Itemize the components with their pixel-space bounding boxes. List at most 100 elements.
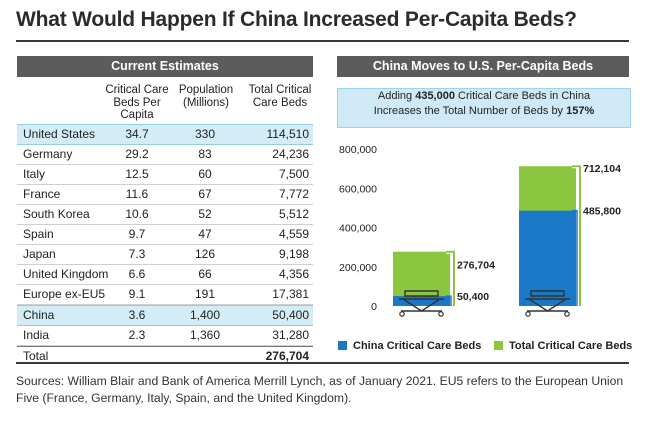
- total-beds-cell: 9,198: [278, 247, 309, 261]
- total-label: Total: [23, 349, 49, 363]
- label-bracket-total-line-1: [446, 250, 455, 306]
- per-capita-cell: 9.7: [128, 227, 146, 241]
- per-capita-cell: 29.2: [125, 147, 149, 161]
- y-tick-label: 0: [371, 301, 377, 313]
- legend-swatch-total: [494, 341, 503, 350]
- per-capita-cell: 6.6: [128, 267, 146, 281]
- source-note: Sources: William Blair and Bank of Ameri…: [16, 374, 624, 405]
- total-beds-cell: 4,559: [278, 227, 309, 241]
- y-tick-label: 400,000: [339, 223, 377, 235]
- country-cell: Europe ex-EU5: [23, 287, 106, 301]
- total-beds-cell: 7,772: [278, 187, 309, 201]
- table-row: India 2.3 1,360 31,280: [17, 326, 313, 346]
- table-header: Critical Care Beds Per Capita Population…: [17, 80, 313, 124]
- country-cell: France: [23, 187, 61, 201]
- country-cell: India: [23, 328, 50, 342]
- bar-china-2: [519, 210, 576, 306]
- population-cell: 1,400: [189, 308, 221, 322]
- country-cell: China: [23, 308, 55, 322]
- country-cell: South Korea: [23, 207, 90, 221]
- y-tick-label: 800,000: [339, 144, 377, 156]
- note-line1-post: Critical Care Beds in China: [454, 90, 591, 102]
- population-cell: 66: [198, 267, 212, 281]
- footer-divider: [16, 362, 629, 364]
- population-cell: 191: [194, 287, 216, 301]
- bed-mattress: [530, 290, 565, 297]
- population-cell: 126: [194, 247, 216, 261]
- estimates-table: Critical Care Beds Per Capita Population…: [17, 80, 313, 366]
- total-value: 276,704: [265, 349, 309, 363]
- note-line1-pre: Adding: [377, 90, 416, 102]
- table-row: Europe ex-EU5 9.1 191 17,381: [17, 285, 313, 305]
- table-row: United Kingdom 6.6 66 4,356: [17, 265, 313, 285]
- value-label-total-1: 276,704: [457, 260, 495, 272]
- bed-wheel: [438, 311, 444, 317]
- title-divider: [16, 40, 629, 42]
- total-beds-cell: 114,510: [266, 127, 310, 141]
- table-heading: Current Estimates: [17, 56, 313, 77]
- bed-comparison-chart: 800,000 600,000 400,000 200,000 0 50,400 276,7…: [339, 144, 621, 317]
- table-row: China 3.6 1,400 50,400: [17, 305, 313, 326]
- country-cell: Germany: [23, 147, 73, 161]
- country-cell: Italy: [23, 167, 46, 181]
- country-cell: United States: [23, 127, 96, 141]
- legend-total: Total Critical Care Beds: [494, 340, 632, 352]
- total-beds-cell: 5,512: [278, 207, 309, 221]
- table-row: United States 34.7 330 114,510: [17, 124, 313, 145]
- label-bracket-china-2: [572, 209, 578, 306]
- total-beds-cell: 17,381: [272, 287, 309, 301]
- legend-china: China Critical Care Beds: [338, 340, 481, 352]
- table-row: Spain 9.7 47 4,559: [17, 225, 313, 245]
- total-beds-cell: 50,400: [272, 308, 309, 322]
- per-capita-cell: 34.7: [125, 127, 149, 141]
- population-cell: 1,360: [189, 328, 221, 342]
- population-cell: 47: [198, 227, 212, 241]
- population-cell: 67: [198, 187, 212, 201]
- per-capita-cell: 3.6: [128, 308, 146, 322]
- country-cell: United Kingdom: [23, 267, 109, 281]
- population-cell: 83: [198, 147, 212, 161]
- chart-heading: China Moves to U.S. Per-Capita Beds: [337, 56, 629, 77]
- total-beds-cell: 7,500: [278, 167, 309, 181]
- value-label-china-1: 50,400: [457, 291, 489, 303]
- table-total-row: Total 276,704: [17, 346, 313, 366]
- per-capita-cell: 9.1: [128, 287, 146, 301]
- legend-label-total: Total Critical Care Beds: [509, 340, 633, 352]
- bar-china-1: [393, 296, 450, 306]
- population-cell: 52: [198, 207, 212, 221]
- header-population: Population (Millions): [178, 84, 234, 109]
- table-row: South Korea 10.6 52 5,512: [17, 205, 313, 225]
- bed-frame: [399, 298, 444, 312]
- bed-wheel: [399, 311, 405, 317]
- population-cell: 60: [198, 167, 212, 181]
- label-bracket-total-line-2: [572, 165, 581, 306]
- label-bracket-china-1: [446, 295, 452, 306]
- note-added-beds: 435,000: [415, 90, 455, 102]
- table-row: Germany 29.2 83 24,236: [17, 145, 313, 165]
- total-beds-cell: 24,236: [272, 147, 309, 161]
- header-total: Total Critical Care Beds: [248, 84, 312, 109]
- total-beds-cell: 4,356: [278, 267, 309, 281]
- table-row: Italy 12.5 60 7,500: [17, 165, 313, 185]
- bed-wheel: [564, 311, 570, 317]
- callout-note: Adding 435,000 Critical Care Beds in Chi…: [337, 88, 631, 128]
- page-title: What Would Happen If China Increased Per…: [16, 8, 577, 31]
- total-beds-cell: 31,280: [272, 328, 309, 342]
- value-label-china-2: 485,800: [583, 206, 621, 218]
- value-label-total-2: 712,104: [583, 163, 621, 175]
- note-line2-pre: Increases the Total Number of Beds by: [373, 105, 567, 117]
- per-capita-cell: 11.6: [125, 187, 149, 201]
- note-percent-increase: 157%: [566, 105, 595, 117]
- legend-swatch-china: [338, 341, 347, 350]
- table-row: France 11.6 67 7,772: [17, 185, 313, 205]
- bed-wheel: [525, 311, 531, 317]
- bed-frame: [525, 298, 570, 312]
- y-tick-label: 200,000: [339, 262, 377, 274]
- per-capita-cell: 12.5: [125, 167, 149, 181]
- bed-mattress: [404, 290, 439, 297]
- legend-label-china: China Critical Care Beds: [353, 340, 482, 352]
- y-tick-label: 600,000: [339, 183, 377, 195]
- per-capita-cell: 7.3: [128, 247, 146, 261]
- per-capita-cell: 10.6: [125, 207, 149, 221]
- country-cell: Japan: [23, 247, 56, 261]
